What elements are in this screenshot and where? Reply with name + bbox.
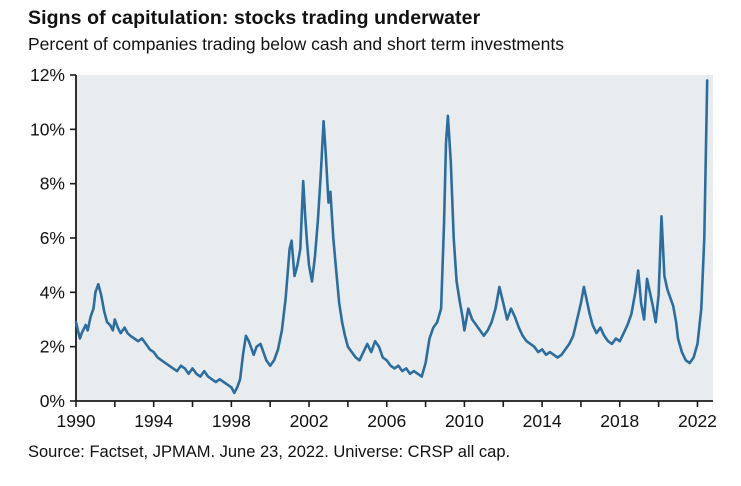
y-axis-tick-label: 6%	[40, 228, 65, 248]
line-chart: 0% 2% 4% 6% 8% 10% 12% 1990 1994 1998 2002 2006 2010…	[30, 65, 717, 431]
chart-title: Signs of capitulation: stocks trading un…	[28, 7, 481, 29]
x-axis-tick-label: 1998	[212, 411, 251, 431]
y-axis-tick-label: 0%	[40, 391, 65, 411]
data-line-series	[74, 79, 709, 395]
x-axis-tick-label: 2010	[445, 411, 484, 431]
x-axis-tick-label: 2014	[523, 411, 562, 431]
y-axis-tick-label: 2%	[40, 337, 65, 357]
x-axis-tick-label: 2018	[600, 411, 639, 431]
x-axis-tick-label: 2022	[678, 411, 717, 431]
x-axis-tick-label: 2002	[290, 411, 329, 431]
y-axis-tick-label: 8%	[40, 174, 65, 194]
y-axis-tick-label: 12%	[30, 65, 65, 85]
chart-source: Source: Factset, JPMAM. June 23, 2022. U…	[28, 443, 511, 461]
y-axis-tick-label: 10%	[30, 119, 65, 139]
x-axis-tick-label: 1990	[57, 411, 96, 431]
chart-subtitle: Percent of companies trading below cash …	[28, 34, 564, 54]
x-axis-tick-label: 1994	[134, 411, 173, 431]
x-axis-tick-label: 2006	[367, 411, 406, 431]
y-axis-tick-label: 4%	[40, 282, 65, 302]
plot-area	[76, 75, 713, 401]
